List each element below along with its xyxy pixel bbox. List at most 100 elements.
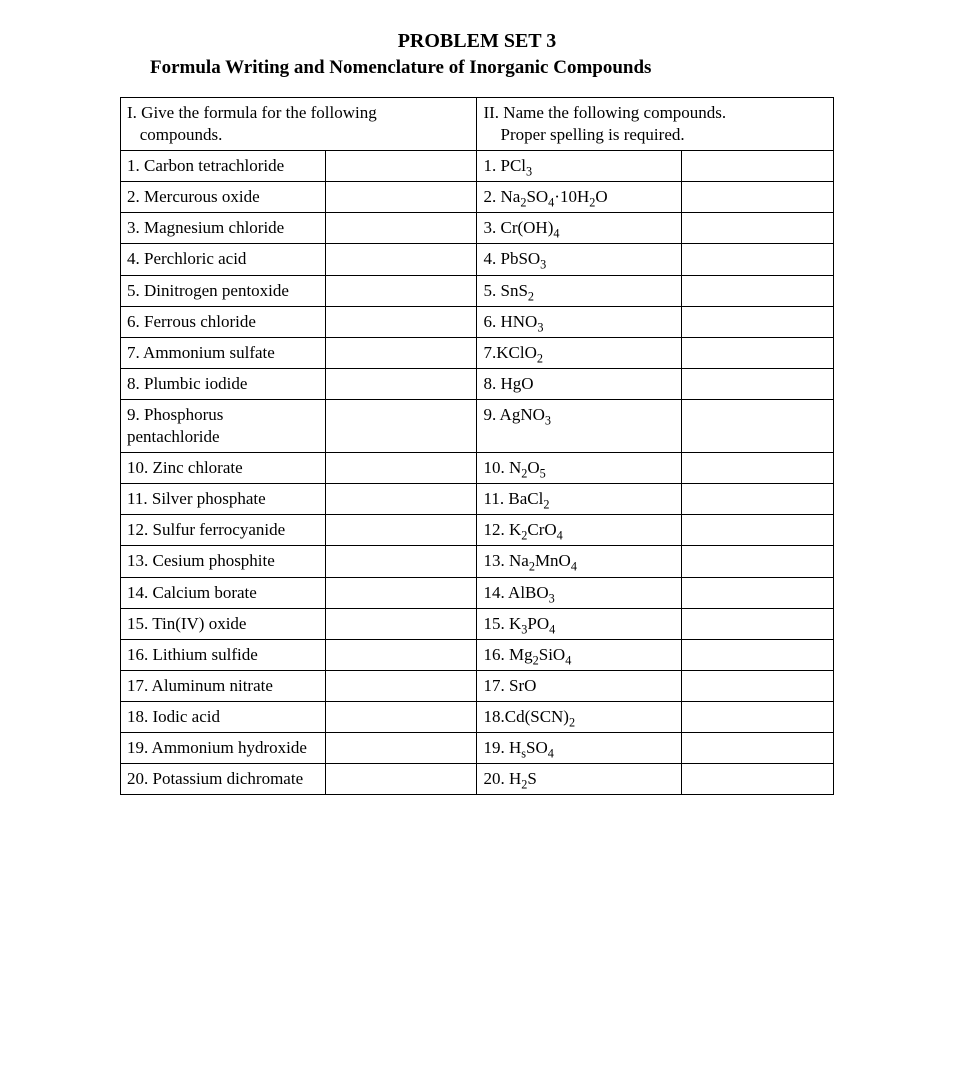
name-answer-cell [682,484,834,515]
formula-answer-cell [325,764,477,795]
compound-name-cell: 11. Silver phosphate [121,484,326,515]
table-row: 2. Mercurous oxide 2. Na2SO4·10H2O [121,182,834,213]
table-row: 14. Calcium borate 14. AlBO3 [121,577,834,608]
formula-cell: 11. BaCl2 [477,484,682,515]
name-answer-cell [682,764,834,795]
formula-answer-cell [325,213,477,244]
section2-header-text: II. Name the following compounds. Proper… [483,103,726,144]
formula-cell: 3. Cr(OH)4 [477,213,682,244]
table-row: 12. Sulfur ferrocyanide 12. K2CrO4 [121,515,834,546]
section1-header: I. Give the formula for the following co… [121,98,477,151]
table-row: 17. Aluminum nitrate 17. SrO [121,670,834,701]
table-header-row: I. Give the formula for the following co… [121,98,834,151]
formula-cell: 14. AlBO3 [477,577,682,608]
compound-name-cell: 18. Iodic acid [121,701,326,732]
page-title: PROBLEM SET 3 [120,30,834,53]
formula-answer-cell [325,244,477,275]
compound-name-cell: 2. Mercurous oxide [121,182,326,213]
name-answer-cell [682,453,834,484]
compound-name-cell: 1. Carbon tetrachloride [121,151,326,182]
compound-name-cell: 5. Dinitrogen pentoxide [121,275,326,306]
compound-name-cell: 7. Ammonium sulfate [121,337,326,368]
formula-answer-cell [325,306,477,337]
compound-name-cell: 13. Cesium phosphite [121,546,326,577]
name-answer-cell [682,399,834,452]
compound-name-cell: 14. Calcium borate [121,577,326,608]
name-answer-cell [682,306,834,337]
formula-answer-cell [325,577,477,608]
formula-cell: 19. HsSO4 [477,732,682,763]
formula-answer-cell [325,275,477,306]
name-answer-cell [682,337,834,368]
table-row: 7. Ammonium sulfate 7.KClO2 [121,337,834,368]
table-row: 16. Lithium sulfide 16. Mg2SiO4 [121,639,834,670]
formula-answer-cell [325,639,477,670]
formula-answer-cell [325,484,477,515]
formula-answer-cell [325,399,477,452]
formula-answer-cell [325,608,477,639]
formula-answer-cell [325,182,477,213]
name-answer-cell [682,639,834,670]
name-answer-cell [682,244,834,275]
compound-name-cell: 8. Plumbic iodide [121,368,326,399]
page: PROBLEM SET 3 Formula Writing and Nomenc… [0,0,954,795]
compound-name-cell: 16. Lithium sulfide [121,639,326,670]
formula-cell: 10. N2O5 [477,453,682,484]
compound-name-cell: 17. Aluminum nitrate [121,670,326,701]
formula-answer-cell [325,670,477,701]
table-row: 5. Dinitrogen pentoxide 5. SnS2 [121,275,834,306]
table-row: 20. Potassium dichromate 20. H2S [121,764,834,795]
name-answer-cell [682,701,834,732]
formula-answer-cell [325,546,477,577]
table-row: 15. Tin(IV) oxide 15. K3PO4 [121,608,834,639]
table-row: 6. Ferrous chloride6. HNO3 [121,306,834,337]
compound-name-cell: 9. Phosphorus pentachloride [121,399,326,452]
compound-name-cell: 19. Ammonium hydroxide [121,732,326,763]
table-row: 13. Cesium phosphite 13. Na2MnO4 [121,546,834,577]
formula-answer-cell [325,515,477,546]
table-row: 18. Iodic acid 18.Cd(SCN)2 [121,701,834,732]
table-row: 10. Zinc chlorate 10. N2O5 [121,453,834,484]
table-row: 4. Perchloric acid4. PbSO3 [121,244,834,275]
name-answer-cell [682,577,834,608]
name-answer-cell [682,546,834,577]
table-row: 11. Silver phosphate 11. BaCl2 [121,484,834,515]
formula-answer-cell [325,453,477,484]
formula-cell: 7.KClO2 [477,337,682,368]
name-answer-cell [682,213,834,244]
formula-cell: 2. Na2SO4·10H2O [477,182,682,213]
formula-answer-cell [325,732,477,763]
compound-name-cell: 20. Potassium dichromate [121,764,326,795]
page-subtitle: Formula Writing and Nomenclature of Inor… [150,57,834,79]
name-answer-cell [682,732,834,763]
formula-cell: 9. AgNO3 [477,399,682,452]
table-row: 19. Ammonium hydroxide 19. HsSO4 [121,732,834,763]
formula-cell: 15. K3PO4 [477,608,682,639]
compound-name-cell: 12. Sulfur ferrocyanide [121,515,326,546]
formula-cell: 1. PCl3 [477,151,682,182]
name-answer-cell [682,608,834,639]
compound-name-cell: 3. Magnesium chloride [121,213,326,244]
formula-cell: 12. K2CrO4 [477,515,682,546]
name-answer-cell [682,670,834,701]
formula-cell: 13. Na2MnO4 [477,546,682,577]
formula-cell: 16. Mg2SiO4 [477,639,682,670]
formula-answer-cell [325,701,477,732]
formula-answer-cell [325,151,477,182]
compound-name-cell: 10. Zinc chlorate [121,453,326,484]
formula-cell: 5. SnS2 [477,275,682,306]
name-answer-cell [682,275,834,306]
compound-name-cell: 15. Tin(IV) oxide [121,608,326,639]
table-row: 8. Plumbic iodide8. HgO [121,368,834,399]
name-answer-cell [682,151,834,182]
section2-header: II. Name the following compounds. Proper… [477,98,834,151]
problem-table: I. Give the formula for the following co… [120,97,834,795]
compound-name-cell: 4. Perchloric acid [121,244,326,275]
name-answer-cell [682,515,834,546]
name-answer-cell [682,182,834,213]
formula-cell: 17. SrO [477,670,682,701]
formula-cell: 20. H2S [477,764,682,795]
formula-cell: 18.Cd(SCN)2 [477,701,682,732]
section1-header-text: I. Give the formula for the following co… [127,103,377,144]
compound-name-cell: 6. Ferrous chloride [121,306,326,337]
